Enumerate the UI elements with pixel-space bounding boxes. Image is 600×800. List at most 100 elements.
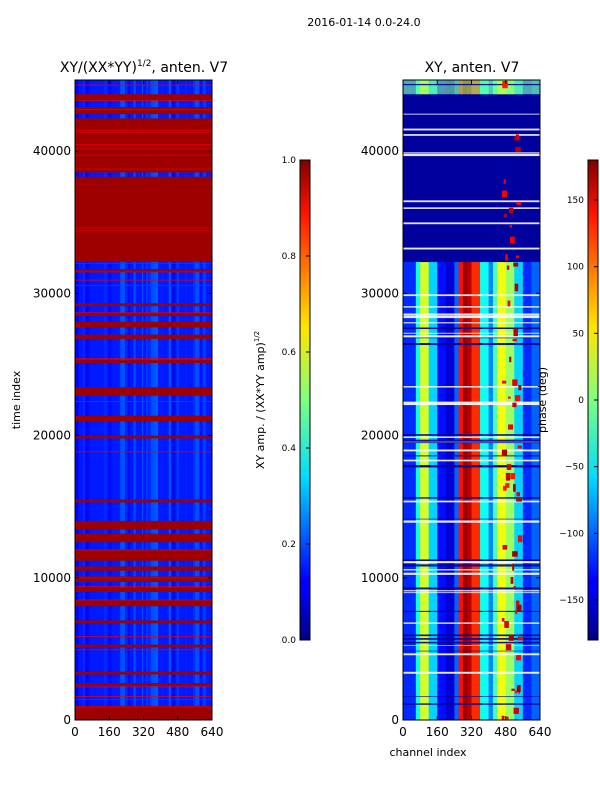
colorbar2-ticks: 150 100 50 0 −50 −100 −150: [559, 196, 598, 606]
heatmap1-channel-stripe: [161, 80, 164, 720]
heatmap1-band: [75, 499, 212, 503]
heatmap2-line: [403, 327, 540, 330]
heatmap1-channel-stripe: [171, 80, 176, 720]
y-tick-label: 40000: [361, 144, 399, 158]
heatmap1-band: [75, 644, 212, 648]
heatmap2-speckle: [504, 213, 507, 218]
y-tick-label: 20000: [33, 429, 71, 443]
heatmap2-line: [403, 518, 540, 520]
heatmap2-line: [403, 622, 540, 624]
heatmap1-channel-stripe: [168, 80, 172, 720]
heatmap1-channel-stripe: [199, 80, 203, 720]
heatmap2-channel-band: [531, 80, 540, 720]
heatmap1-line: [75, 230, 212, 232]
heatmap2-channel-band: [522, 80, 532, 720]
heatmap2-line: [403, 140, 540, 143]
heatmap2-speckle: [512, 379, 518, 386]
heatmap2-line: [403, 386, 540, 388]
heatmap2-speckle: [505, 644, 512, 651]
heatmap2-channel-band: [428, 80, 438, 720]
heatmap1-line: [75, 312, 212, 314]
heatmap2-channel-band: [480, 80, 490, 720]
heatmap2-speckle: [505, 483, 510, 488]
colorbar-tick-label: −100: [559, 529, 584, 539]
panel2-heatmap: [403, 80, 540, 720]
heatmap2-speckle: [507, 300, 511, 307]
heatmap1-line: [75, 271, 212, 273]
heatmap2-speckle: [517, 445, 523, 449]
heatmap1-channel-stripe: [195, 80, 197, 720]
heatmap1-line: [75, 696, 212, 698]
heatmap1-line: [75, 401, 212, 402]
heatmap2-speckle: [510, 473, 516, 480]
heatmap1-line: [75, 636, 212, 638]
heatmap1-line: [75, 109, 212, 111]
y-tick-label: 30000: [33, 286, 71, 300]
heatmap2-channel-band: [471, 80, 481, 720]
heatmap2-speckle: [513, 484, 516, 492]
colorbar-amplitude: 0.0 0.2 0.4 0.6 0.8 1.0 XY amp. / (XX*YY amp)…: [253, 156, 311, 646]
heatmap1-band: [75, 671, 212, 675]
heatmap2-speckle: [503, 179, 506, 184]
y-tick-label: 10000: [361, 571, 399, 585]
heatmap2-line: [403, 113, 540, 115]
heatmap2-speckle: [514, 690, 517, 694]
heatmap2-speckle: [517, 636, 524, 641]
heatmap2-line: [403, 114, 540, 116]
heatmap1-line: [75, 649, 212, 651]
heatmap2-line: [403, 207, 540, 209]
heatmap2-speckle: [501, 715, 505, 720]
heatmap2-channel-band: [467, 80, 472, 720]
figure-suptitle: 2016-01-14 0.0-24.0: [307, 16, 420, 29]
heatmap2-line: [403, 222, 540, 225]
heatmap2-line: [403, 247, 540, 250]
heatmap2-line: [403, 315, 540, 318]
heatmap2-speckle: [514, 136, 518, 141]
heatmap2-line: [403, 696, 540, 698]
heatmap2-speckle: [515, 134, 520, 141]
heatmap2-speckle: [503, 485, 507, 491]
heatmap2-speckle: [506, 464, 512, 470]
heatmap2-speckle: [506, 716, 509, 720]
heatmap2-line: [403, 134, 540, 136]
x-tick-label: 640: [201, 725, 224, 739]
heatmap2-line: [403, 500, 540, 503]
heatmap2-speckle: [515, 146, 521, 152]
heatmap1-band: [75, 435, 212, 439]
heatmap2-line: [403, 592, 540, 594]
heatmap2-line: [403, 332, 540, 334]
colorbar1-gradient: [299, 159, 311, 641]
colorbar-tick-label: 0.8: [282, 252, 297, 262]
heatmap2-speckle: [518, 385, 522, 391]
heatmap2-speckle: [511, 688, 515, 691]
heatmap2-line: [403, 653, 540, 656]
heatmap1-channel-stripe: [133, 80, 136, 720]
heatmap2-line: [403, 235, 540, 238]
heatmap1-channel-stripe: [149, 80, 153, 720]
heatmap2-line: [403, 671, 540, 674]
heatmap2-line: [403, 313, 540, 315]
panel2-axes: 0 160 320 480 640 0 10000 20000 30000 40000: [361, 80, 551, 739]
heatmap1-channel-stripe: [142, 80, 144, 720]
heatmap2-line: [403, 590, 540, 592]
heatmap1-channel-stripe: [156, 80, 158, 720]
heatmap2-line: [403, 645, 540, 646]
heatmap1-line: [75, 279, 212, 281]
heatmap2-speckle: [513, 262, 519, 267]
heatmap1-line: [75, 227, 212, 229]
heatmap2-line: [403, 569, 540, 571]
heatmap2-speckle: [506, 265, 510, 270]
heatmap2-line: [403, 465, 540, 468]
x-tick-label: 0: [71, 725, 79, 739]
heatmap2-speckle: [514, 283, 519, 292]
heatmap1-line: [75, 131, 212, 133]
x-tick-label: 0: [399, 725, 407, 739]
heatmap1-band: [75, 94, 212, 100]
y-tick-label: 0: [391, 713, 399, 727]
heatmap1-line: [75, 285, 212, 286]
heatmap1-band: [75, 118, 212, 173]
heatmap1-band: [75, 176, 212, 263]
colorbar-phase: phase (deg) 150 100 50 0 −50 −100 −150: [536, 159, 599, 641]
heatmap2-speckle: [508, 424, 514, 430]
heatmap2-speckle: [502, 190, 508, 198]
